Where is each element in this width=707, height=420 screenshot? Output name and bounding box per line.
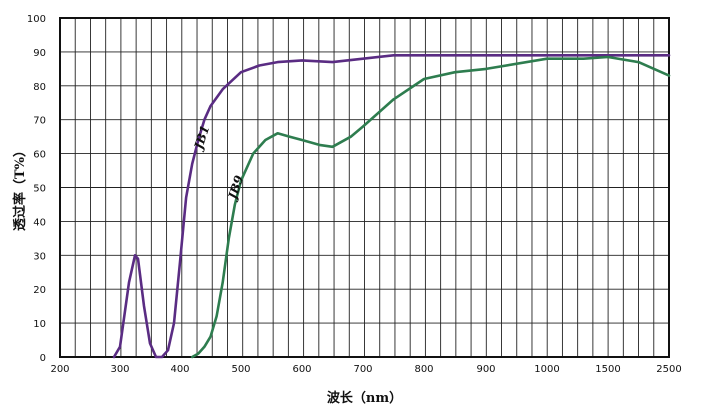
x-tick-label: 1000 bbox=[534, 364, 559, 375]
x-tick-label: 700 bbox=[353, 364, 372, 375]
x-tick-label: 800 bbox=[414, 364, 433, 375]
x-tick-label: 2500 bbox=[656, 364, 681, 375]
x-tick-label: 200 bbox=[50, 364, 69, 375]
y-tick-label: 0 bbox=[40, 353, 46, 364]
y-tick-label: 10 bbox=[33, 319, 46, 330]
y-tick-label: 90 bbox=[33, 48, 46, 59]
y-tick-label: 70 bbox=[33, 116, 46, 127]
y-tick-label: 30 bbox=[33, 251, 46, 262]
x-tick-label: 300 bbox=[110, 364, 129, 375]
y-tick-label: 40 bbox=[33, 217, 46, 228]
grid bbox=[60, 18, 669, 357]
tick-labels: 200 300 400 500 600 700 800 900 1000 1500 2500 0 10 2… bbox=[27, 14, 682, 375]
series-group bbox=[112, 54, 671, 359]
x-tick-label: 400 bbox=[170, 364, 189, 375]
y-axis-title: 透过率（T%） bbox=[12, 144, 28, 231]
x-tick-label: 500 bbox=[231, 364, 250, 375]
y-tick-label: 60 bbox=[33, 150, 46, 161]
y-tick-label: 50 bbox=[33, 184, 46, 195]
y-tick-label: 80 bbox=[33, 82, 46, 93]
x-tick-label: 600 bbox=[292, 364, 311, 375]
plot-frame bbox=[59, 17, 670, 358]
x-tick-label: 900 bbox=[476, 364, 495, 375]
x-axis-title: 波长（nm） bbox=[327, 390, 402, 406]
y-tick-label: 20 bbox=[33, 285, 46, 296]
y-tick-label: 100 bbox=[27, 14, 46, 25]
x-tick-label: 1500 bbox=[595, 364, 620, 375]
series-line-jb1 bbox=[112, 54, 671, 359]
series-line-jb9 bbox=[190, 55, 671, 359]
